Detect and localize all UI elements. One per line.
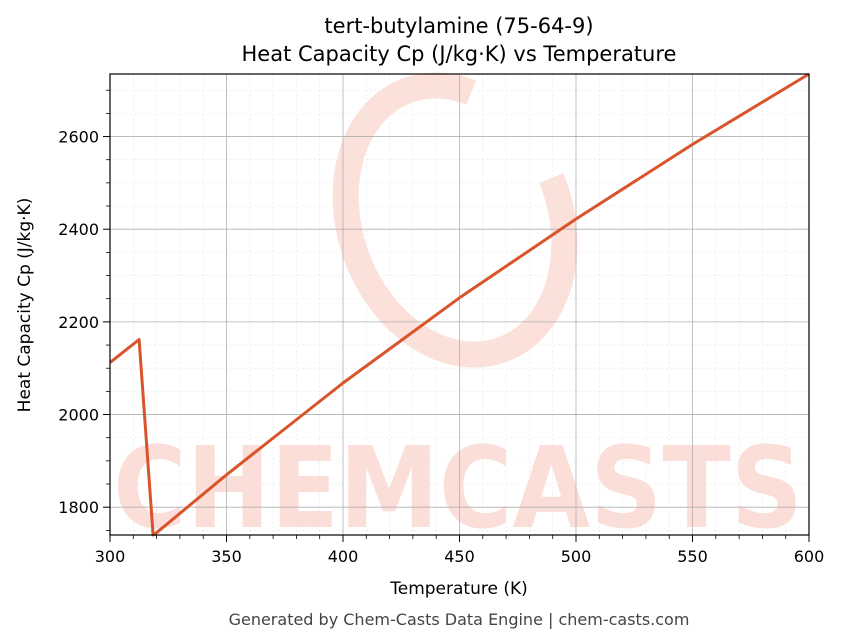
chart-subtitle: Heat Capacity Cp (J/kg·K) vs Temperature xyxy=(242,42,677,66)
x-tick-label: 400 xyxy=(328,547,359,566)
y-tick-label: 2600 xyxy=(58,128,99,147)
footer-credit: Generated by Chem-Casts Data Engine | ch… xyxy=(229,610,690,629)
y-tick-label: 1800 xyxy=(58,498,99,517)
watermark-logo-ring xyxy=(332,72,578,368)
series-line xyxy=(109,72,810,537)
ticks xyxy=(103,89,810,542)
x-axis-label: Temperature (K) xyxy=(389,579,528,599)
x-tick-label: 350 xyxy=(211,547,242,566)
y-tick-label: 2400 xyxy=(58,220,99,239)
x-tick-label: 500 xyxy=(561,547,592,566)
y-tick-label: 2200 xyxy=(58,313,99,332)
watermark: CHEMCASTS xyxy=(113,72,803,554)
x-tick-label: 450 xyxy=(444,547,475,566)
watermark-text: CHEMCASTS xyxy=(113,424,803,554)
x-tick-label: 600 xyxy=(794,547,825,566)
tick-labels: 300 350 400 450 500 550 600 1800 2000 2200 2400 260… xyxy=(58,128,824,566)
chart-title: tert-butylamine (75-64-9) xyxy=(324,14,593,38)
x-tick-label: 550 xyxy=(677,547,708,566)
x-tick-label: 300 xyxy=(95,547,126,566)
y-tick-label: 2000 xyxy=(58,406,99,425)
y-axis-label: Heat Capacity Cp (J/kg·K) xyxy=(15,198,35,413)
